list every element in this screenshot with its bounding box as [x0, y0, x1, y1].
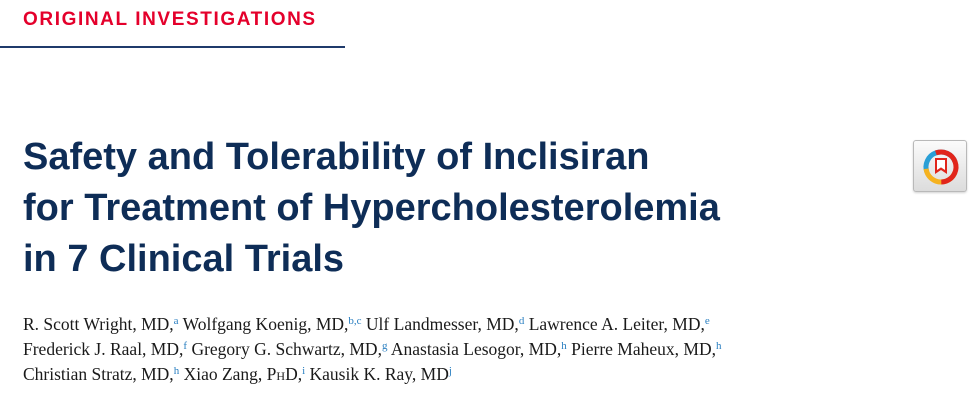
author-name[interactable]: Ulf Landmesser, MD, [365, 314, 519, 334]
author-name[interactable]: Wolfgang Koenig, MD, [182, 314, 349, 334]
crossmark-icon [923, 149, 959, 185]
section-label: ORIGINAL INVESTIGATIONS [23, 9, 317, 30]
section-divider [0, 46, 345, 48]
author-line-1: R. Scott Wright, MD,a Wolfgang Koenig, M… [23, 312, 923, 337]
affiliation-marker[interactable]: h [173, 365, 180, 377]
author-name[interactable]: Lawrence A. Leiter, MD, [528, 314, 705, 334]
affiliation-marker[interactable]: h [561, 340, 567, 352]
author-name[interactable]: Gregory G. Schwartz, MD, [191, 339, 382, 359]
author-name[interactable]: Xiao Zang, PhD, [184, 364, 303, 384]
author-line-2: Frederick J. Raal, MD,f Gregory G. Schwa… [23, 337, 923, 362]
author-name[interactable]: Pierre Maheux, MD, [571, 339, 716, 359]
author-name-part: Xiao Zang, P [183, 364, 277, 384]
title-line-1: Safety and Tolerability of Inclisiran [23, 136, 650, 178]
author-degree-smallcaps: h [276, 364, 286, 384]
affiliation-marker[interactable]: i [302, 365, 306, 377]
author-line-3: Christian Stratz, MD,h Xiao Zang, PhD,i … [23, 362, 923, 387]
affiliation-marker[interactable]: f [183, 340, 188, 352]
article-title: Safety and Tolerability of Inclisiran fo… [23, 132, 903, 285]
author-name[interactable]: R. Scott Wright, MD, [23, 314, 174, 334]
affiliation-marker[interactable]: a [173, 315, 179, 327]
author-name-part: D, [285, 364, 303, 384]
affiliation-marker[interactable]: j [448, 365, 452, 377]
affiliation-marker[interactable]: g [381, 340, 388, 352]
author-name[interactable]: Anastasia Lesogor, MD, [390, 339, 562, 359]
affiliation-marker[interactable]: e [704, 315, 710, 327]
author-name[interactable]: Christian Stratz, MD, [23, 364, 174, 384]
affiliation-marker[interactable]: b,c [348, 315, 362, 327]
affiliation-marker[interactable]: h [715, 340, 722, 352]
affiliation-marker[interactable]: d [518, 315, 525, 327]
title-line-3: in 7 Clinical Trials [23, 238, 345, 280]
crossmark-button[interactable] [913, 140, 967, 192]
author-list: R. Scott Wright, MD,a Wolfgang Koenig, M… [23, 312, 923, 387]
title-line-2: for Treatment of Hypercholesterolemia [23, 187, 720, 229]
author-name[interactable]: Kausik K. Ray, MD [309, 364, 449, 384]
author-name[interactable]: Frederick J. Raal, MD, [23, 339, 184, 359]
